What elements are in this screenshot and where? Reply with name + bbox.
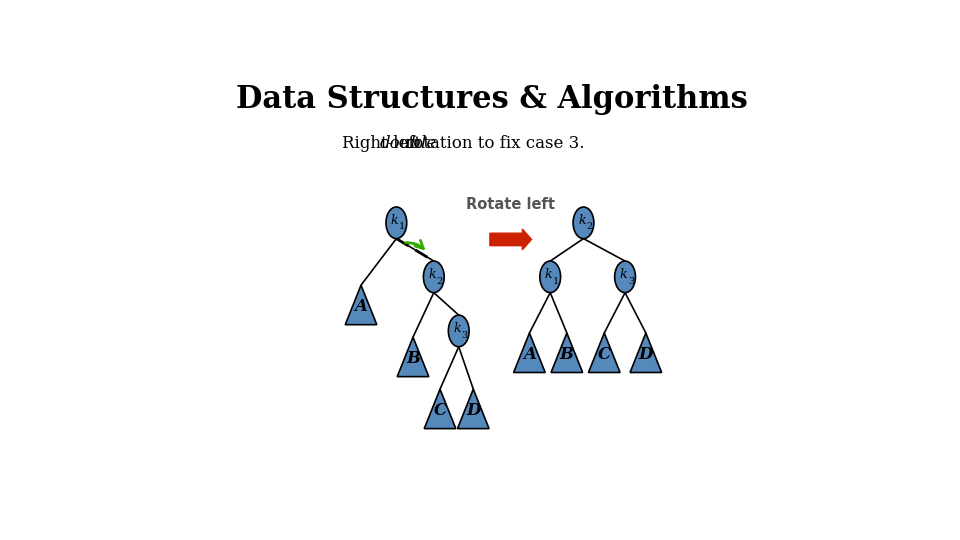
Text: 3: 3 (462, 330, 468, 340)
Text: Right-left: Right-left (343, 136, 426, 152)
Text: 2: 2 (587, 222, 592, 232)
Polygon shape (588, 333, 620, 373)
Text: double: double (380, 136, 437, 152)
Text: B: B (560, 346, 574, 363)
FancyArrow shape (490, 229, 532, 250)
Text: 1: 1 (399, 222, 405, 232)
Text: k: k (578, 214, 586, 227)
Text: B: B (406, 350, 420, 367)
Text: k: k (453, 322, 461, 335)
Text: 1: 1 (553, 276, 559, 286)
Polygon shape (630, 333, 661, 373)
Text: Data Structures & Algorithms: Data Structures & Algorithms (236, 84, 748, 114)
Text: C: C (433, 402, 446, 419)
Text: D: D (638, 346, 653, 363)
Ellipse shape (448, 315, 469, 347)
Ellipse shape (573, 207, 594, 239)
Text: k: k (619, 268, 627, 281)
Polygon shape (346, 285, 377, 325)
Ellipse shape (614, 261, 636, 293)
Text: C: C (598, 346, 611, 363)
Text: k: k (428, 268, 436, 281)
Text: D: D (467, 402, 480, 419)
Polygon shape (514, 333, 545, 373)
Text: 2: 2 (437, 276, 443, 286)
Text: k: k (391, 214, 398, 227)
Text: A: A (523, 346, 536, 363)
Text: rotation to fix case 3.: rotation to fix case 3. (400, 136, 585, 152)
Text: Rotate left: Rotate left (467, 198, 555, 212)
Text: 3: 3 (628, 276, 634, 286)
Text: A: A (354, 298, 368, 315)
Polygon shape (458, 389, 489, 429)
Polygon shape (551, 333, 583, 373)
Ellipse shape (386, 207, 407, 239)
Polygon shape (397, 337, 429, 377)
Ellipse shape (423, 261, 444, 293)
Text: k: k (544, 268, 552, 281)
Ellipse shape (540, 261, 561, 293)
Polygon shape (424, 389, 456, 429)
